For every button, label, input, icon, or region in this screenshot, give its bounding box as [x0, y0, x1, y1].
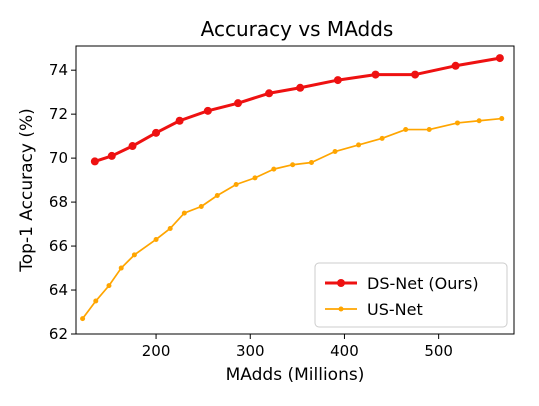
y-axis-ticks: 62 64 66 68 70 72 74 — [49, 61, 76, 343]
data-point — [152, 128, 161, 137]
data-point — [153, 236, 159, 242]
data-point — [411, 70, 420, 79]
data-point — [181, 210, 187, 216]
y-axis-title: Top-1 Accuracy (%) — [17, 108, 37, 272]
legend-swatch-marker — [337, 279, 345, 287]
legend-swatch-marker — [338, 306, 344, 312]
data-point — [106, 283, 112, 289]
series-line — [94, 56, 501, 163]
x-tick-label: 300 — [236, 342, 265, 360]
data-point — [403, 127, 409, 133]
data-point — [332, 149, 338, 155]
data-point — [234, 99, 243, 108]
series-1 — [80, 116, 505, 322]
data-point — [252, 175, 258, 181]
data-point — [93, 298, 99, 304]
chart-title: Accuracy vs MAdds — [201, 17, 394, 41]
x-tick-label: 200 — [142, 342, 171, 360]
y-tick-label: 70 — [49, 149, 68, 167]
legend-box — [314, 262, 508, 328]
legend-label: DS-Net (Ours) — [367, 274, 479, 293]
data-point — [128, 142, 137, 151]
data-point — [476, 118, 482, 124]
plot-frame — [75, 45, 515, 335]
data-point — [296, 83, 305, 92]
data-point — [265, 89, 274, 98]
legend: DS-Net (Ours) US-Net — [314, 262, 508, 328]
data-point — [495, 54, 504, 63]
y-tick-label: 74 — [49, 61, 68, 79]
data-point — [451, 61, 460, 70]
data-point — [308, 160, 314, 166]
data-point — [290, 162, 296, 168]
data-point — [379, 135, 385, 141]
plot-series — [80, 54, 505, 322]
data-point — [233, 182, 239, 188]
x-tick-label: 400 — [330, 342, 359, 360]
data-point — [118, 265, 124, 271]
x-tick-label: 500 — [424, 342, 453, 360]
y-tick-label: 68 — [49, 193, 68, 211]
legend-label: US-Net — [367, 300, 423, 319]
data-point — [271, 166, 277, 172]
x-axis-ticks: 200 300 400 500 — [142, 334, 453, 360]
x-axis-title: MAdds (Millions) — [226, 365, 365, 385]
data-point — [90, 157, 99, 166]
data-point — [356, 142, 362, 148]
legend-item: DS-Net (Ours) — [325, 274, 479, 293]
data-point — [107, 151, 116, 160]
data-point — [333, 76, 342, 85]
legend-item: US-Net — [325, 300, 423, 319]
data-point — [80, 316, 86, 322]
y-tick-label: 66 — [49, 237, 68, 255]
data-point — [167, 225, 173, 231]
data-point — [203, 106, 212, 115]
data-point — [175, 116, 184, 125]
data-point — [214, 192, 220, 198]
data-point — [131, 252, 137, 258]
y-tick-label: 62 — [49, 325, 68, 343]
data-point — [499, 116, 505, 122]
data-point — [371, 70, 380, 79]
series-0 — [90, 54, 504, 166]
data-point — [454, 120, 460, 126]
y-tick-label: 72 — [49, 105, 68, 123]
data-point — [198, 203, 204, 209]
y-tick-label: 64 — [49, 281, 68, 299]
data-point — [426, 127, 432, 133]
